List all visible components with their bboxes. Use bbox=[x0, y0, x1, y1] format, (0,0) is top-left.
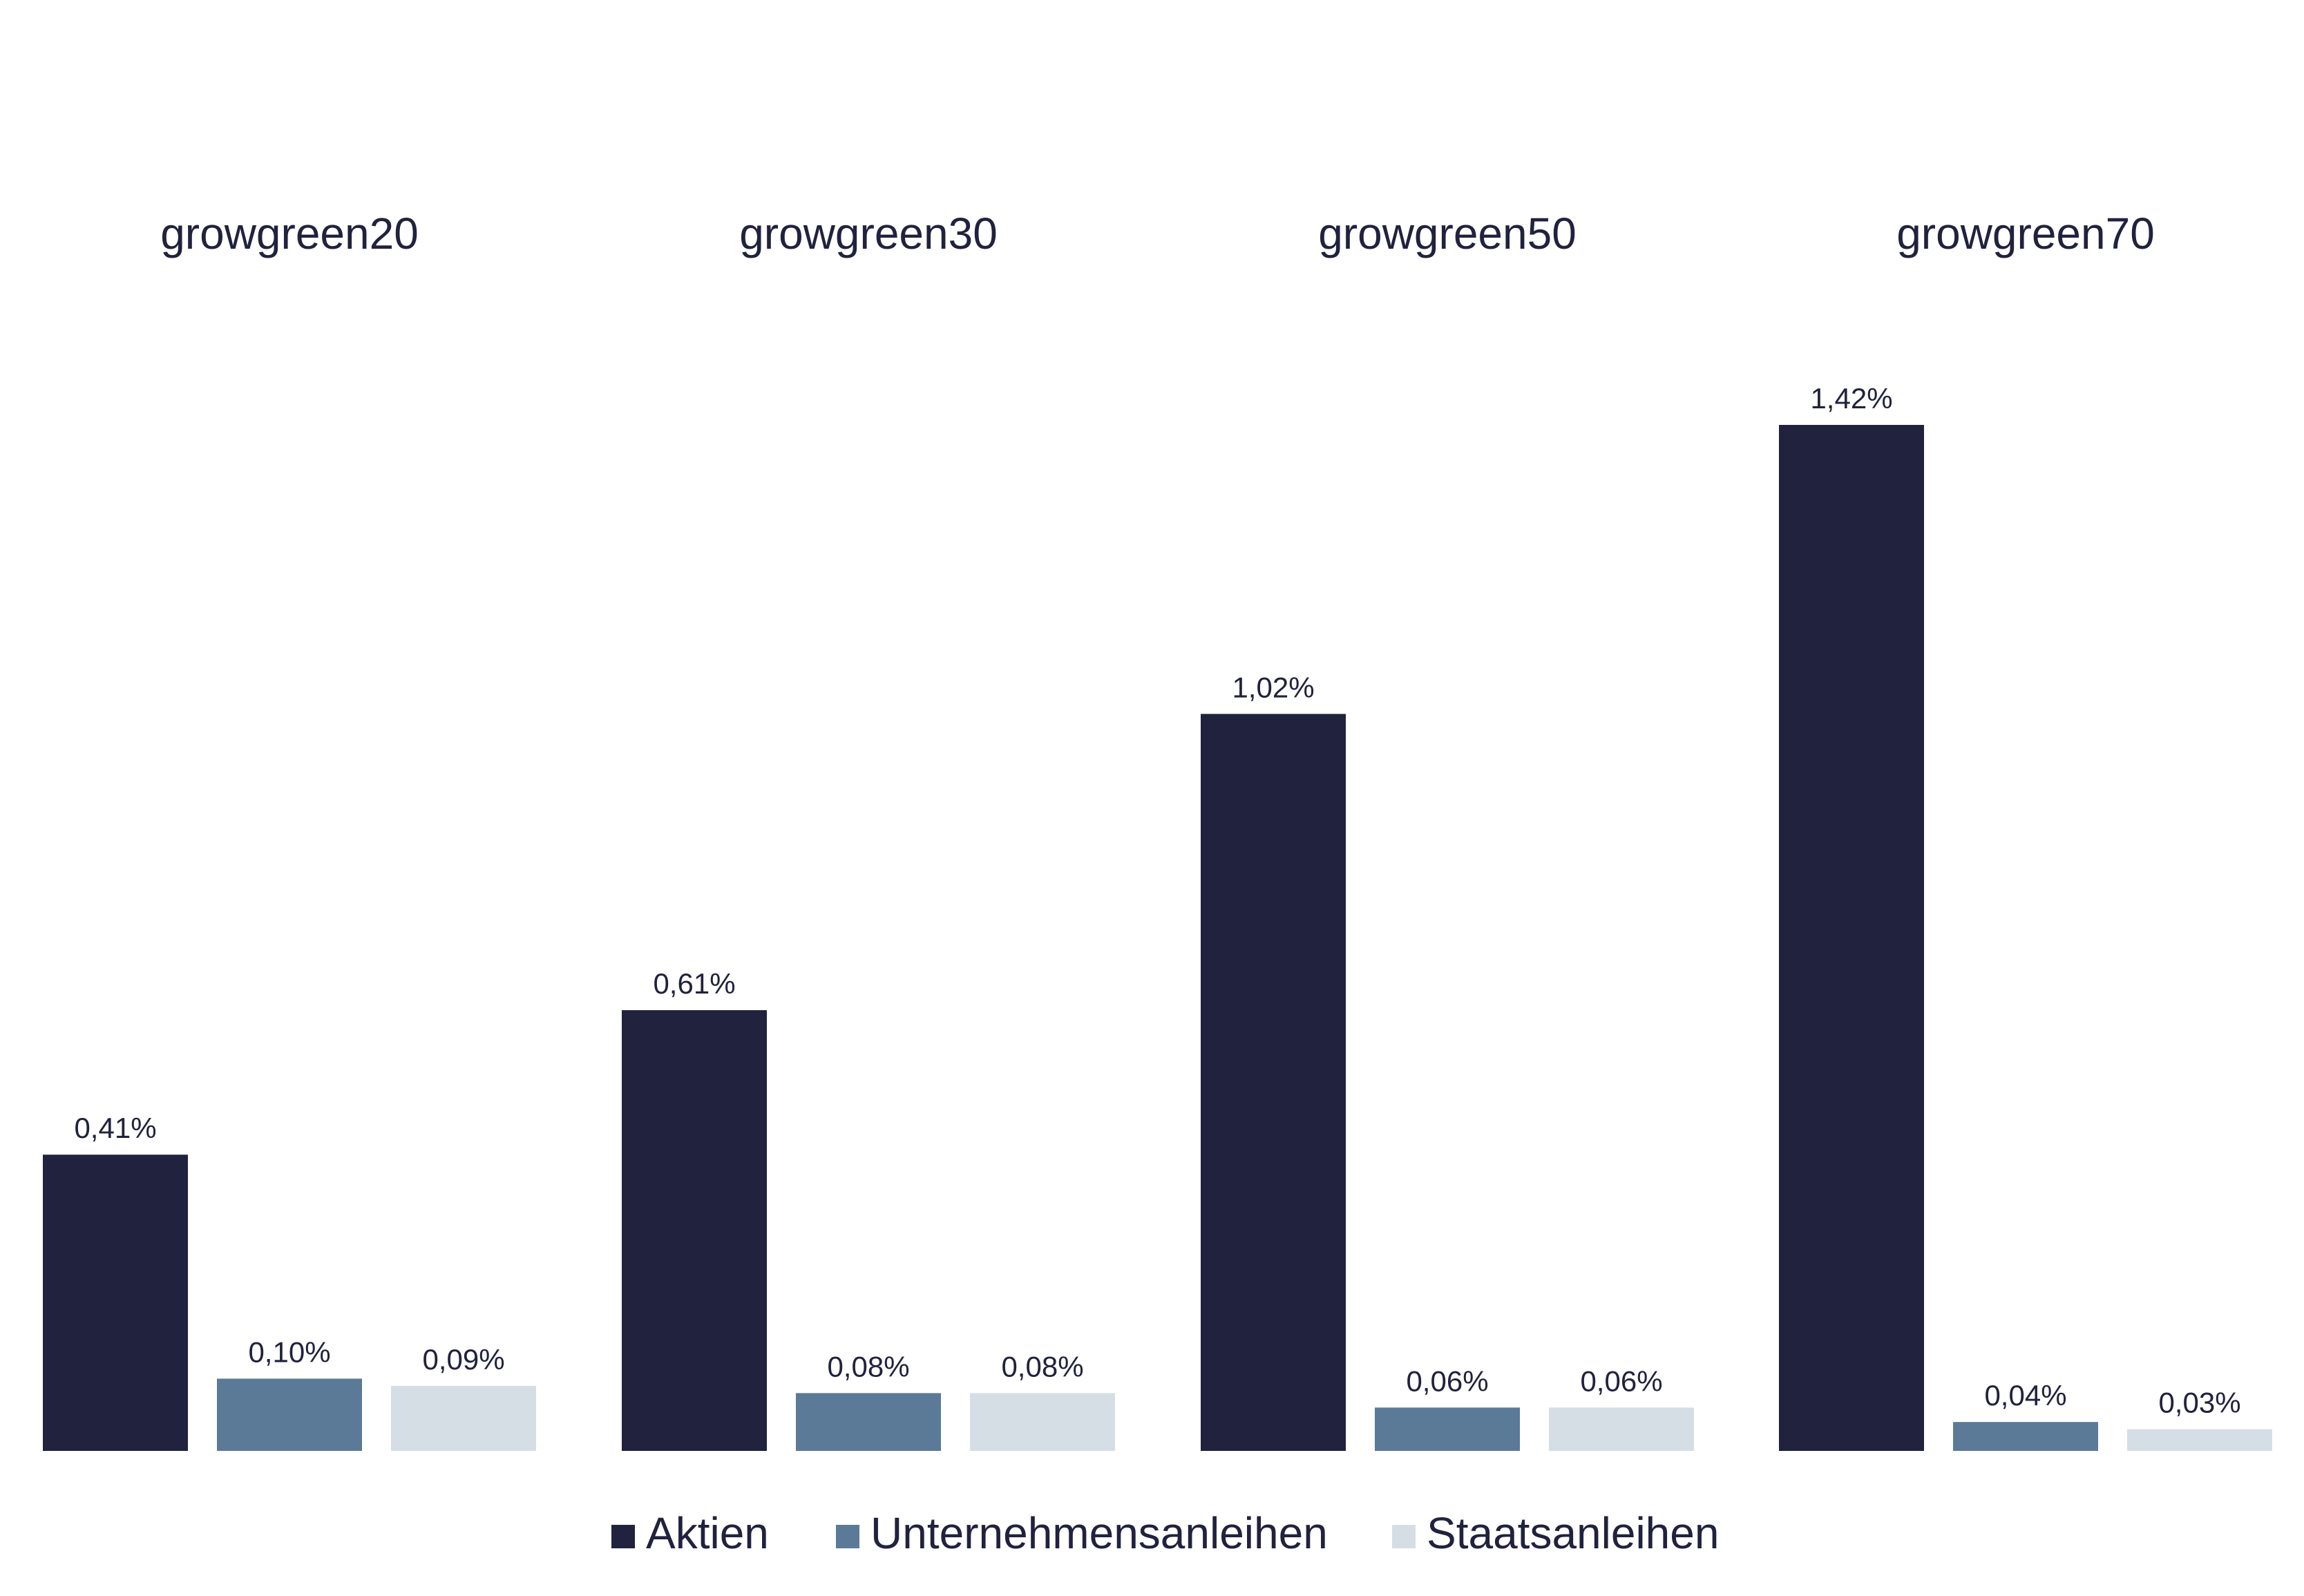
category-titles: growgreen20 growgreen30 growgreen50 growgre… bbox=[160, 209, 2155, 258]
bar-unternehmensanleihen-growgreen20 bbox=[217, 1378, 362, 1451]
bar-aktien-growgreen70 bbox=[1779, 425, 1924, 1451]
legend-label-unternehmensanleihen: Unternehmensanleihen bbox=[870, 1508, 1328, 1558]
data-label: 0,10% bbox=[248, 1336, 330, 1368]
legend-swatch-staatsanleihen bbox=[1392, 1525, 1416, 1548]
data-label: 0,03% bbox=[2158, 1387, 2240, 1419]
legend-label-staatsanleihen: Staatsanleihen bbox=[1427, 1508, 1719, 1558]
legend-label-aktien: Aktien bbox=[646, 1508, 769, 1558]
data-label: 0,04% bbox=[1984, 1379, 2066, 1412]
bar-unternehmensanleihen-growgreen70 bbox=[1953, 1422, 2098, 1451]
data-label: 0,08% bbox=[827, 1350, 909, 1383]
bar-aktien-growgreen50 bbox=[1201, 714, 1346, 1451]
bar-unternehmensanleihen-growgreen30 bbox=[796, 1393, 941, 1451]
bar-staatsanleihen-growgreen50 bbox=[1549, 1407, 1694, 1451]
bar-staatsanleihen-growgreen30 bbox=[970, 1393, 1115, 1451]
category-title: growgreen20 bbox=[160, 209, 419, 258]
legend-swatch-unternehmensanleihen bbox=[836, 1525, 859, 1548]
legend: Aktien Unternehmensanleihen Staatsanleihen bbox=[611, 1508, 1719, 1558]
bar-staatsanleihen-growgreen70 bbox=[2127, 1429, 2272, 1451]
data-label: 1,02% bbox=[1232, 671, 1314, 703]
legend-swatch-aktien bbox=[611, 1525, 635, 1548]
bar-staatsanleihen-growgreen20 bbox=[391, 1385, 536, 1451]
data-label: 0,06% bbox=[1580, 1365, 1662, 1397]
data-label: 0,09% bbox=[422, 1343, 504, 1376]
value-labels: 0,41% 0,10% 0,09% 0,61% 0,08% 0,08% 1,02% 0,06%… bbox=[74, 382, 2240, 1419]
data-label: 0,06% bbox=[1406, 1365, 1488, 1397]
bars bbox=[43, 425, 2272, 1451]
bar-unternehmensanleihen-growgreen50 bbox=[1375, 1407, 1520, 1451]
category-title: growgreen30 bbox=[739, 209, 998, 258]
bar-aktien-growgreen30 bbox=[622, 1010, 767, 1451]
data-label: 0,41% bbox=[74, 1112, 156, 1144]
category-title: growgreen50 bbox=[1318, 209, 1577, 258]
bar-aktien-growgreen20 bbox=[43, 1155, 188, 1451]
category-title: growgreen70 bbox=[1896, 209, 2155, 258]
data-label: 1,42% bbox=[1810, 382, 1892, 415]
data-label: 0,61% bbox=[653, 967, 735, 1000]
data-label: 0,08% bbox=[1001, 1350, 1083, 1383]
